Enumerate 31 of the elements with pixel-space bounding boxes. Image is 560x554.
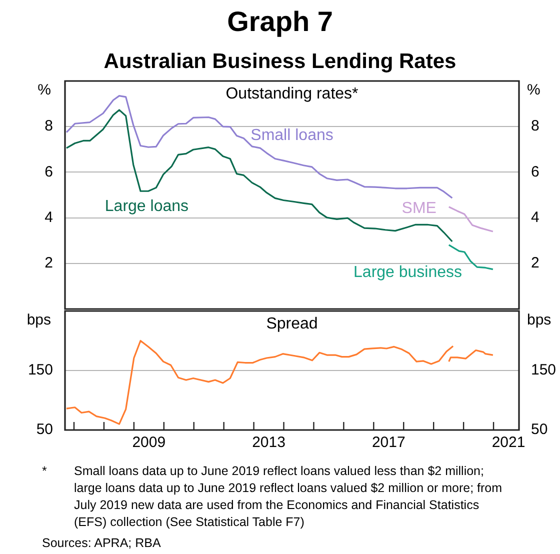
chart-title: Spread — [266, 315, 318, 332]
text: Australian Business Lending Rates — [102, 50, 458, 74]
text: Graph 7 — [226, 6, 334, 38]
y-tick-label: 50 — [36, 421, 53, 438]
source-note: Sources: APRA; RBA — [41, 535, 162, 552]
x-tick-label: 2021 — [492, 434, 526, 452]
x-tick-label: 2017 — [372, 434, 406, 452]
series-label: Large loans — [104, 198, 189, 215]
y2-tick-label: 6 — [531, 163, 540, 180]
text: * — [41, 463, 48, 480]
y-tick-label: 2 — [44, 254, 53, 272]
y-tick-label: 150 — [28, 362, 53, 379]
series-label: Large business — [354, 264, 462, 281]
series-label: Small loans — [250, 127, 334, 144]
chart-title: Outstanding rates* — [226, 85, 358, 102]
y-tick-label: 4 — [44, 208, 53, 226]
y2-tick-label: 8 — [531, 118, 540, 135]
y2-tick-label: 2 — [531, 254, 540, 272]
y2-tick-label: 150 — [531, 362, 556, 379]
y-tick-label: 8 — [44, 118, 53, 135]
y2-axis-title: % — [527, 82, 540, 99]
y-axis-title: bps — [26, 312, 51, 329]
series-label: SME — [402, 200, 436, 218]
text: Small loans data up to June 2019 reflect loans valued less than $2 million; large loans data up to June 2019 reflect loans valued $2 million or more; from July 2019 new data are used from the Economics and Financial Statistics (EFS) collection (See Statistical Table F7) — [74, 463, 504, 531]
y-axis-title: % — [38, 82, 51, 99]
y2-tick-label: 50 — [531, 421, 548, 438]
y2-axis-title: bps — [527, 312, 552, 329]
x-tick-label: 2013 — [252, 434, 286, 452]
x-tick-label: 2009 — [132, 434, 166, 452]
y-tick-label: 6 — [44, 163, 53, 180]
y2-tick-label: 4 — [531, 208, 540, 226]
